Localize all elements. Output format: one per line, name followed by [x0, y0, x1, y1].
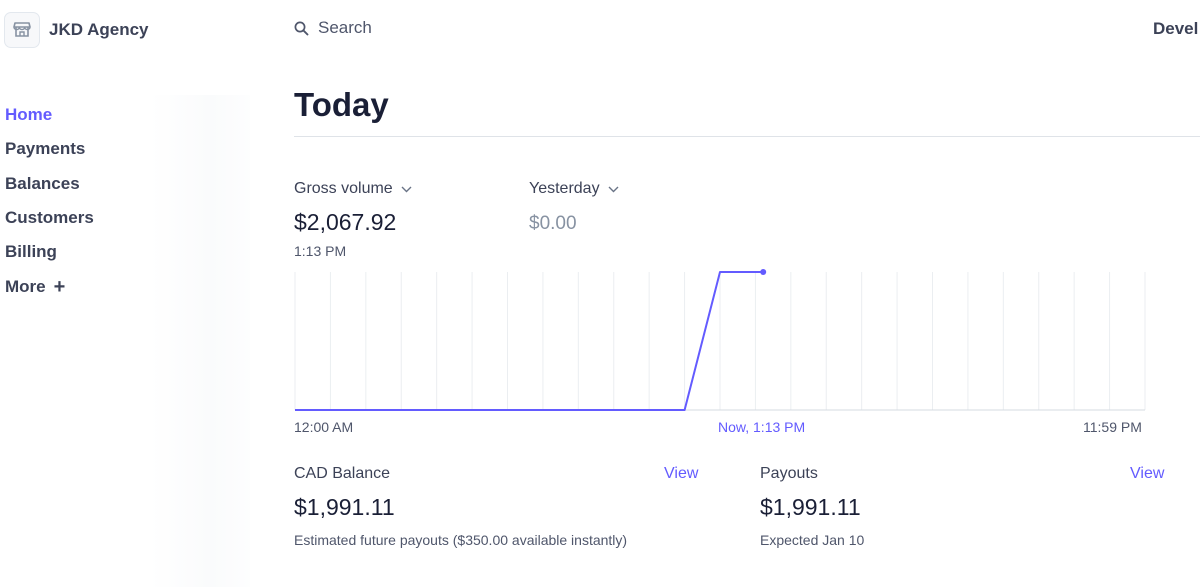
- chevron-down-icon: [401, 186, 412, 192]
- search-icon: [294, 21, 309, 35]
- balance-value: $1,991.11: [294, 494, 395, 520]
- gross-volume-time: 1:13 PM: [294, 243, 347, 259]
- compare-dropdown[interactable]: Yesterday: [529, 180, 619, 198]
- developers-link[interactable]: Devel: [1153, 19, 1199, 38]
- sidebar-item-billing[interactable]: Billing: [5, 235, 94, 269]
- account-switcher[interactable]: JKD Agency: [4, 12, 149, 48]
- gross-volume-value: $2,067.92: [294, 209, 397, 235]
- sidebar-item-payments[interactable]: Payments: [5, 132, 94, 166]
- store-icon: [4, 12, 40, 48]
- payouts-note: Expected Jan 10: [760, 532, 865, 548]
- sidebar-item-label: Home: [5, 105, 53, 125]
- sidebar-item-label: Customers: [5, 208, 94, 228]
- search-bar[interactable]: Search: [294, 18, 372, 38]
- metric-dropdown[interactable]: Gross volume: [294, 180, 412, 198]
- sidebar-item-label: Billing: [5, 242, 57, 262]
- payouts-value: $1,991.11: [760, 494, 861, 520]
- sidebar-item-customers[interactable]: Customers: [5, 201, 94, 235]
- search-placeholder: Search: [318, 18, 372, 37]
- plus-icon: +: [53, 275, 66, 298]
- payouts-title: Payouts: [760, 465, 818, 482]
- chart-current-point: [760, 269, 767, 275]
- account-name: JKD Agency: [49, 20, 149, 39]
- balance-note: Estimated future payouts ($350.00 availa…: [294, 532, 628, 548]
- payouts-view-link[interactable]: View: [1130, 465, 1165, 482]
- yesterday-value: $0.00: [529, 213, 577, 234]
- sidebar-item-label: Payments: [5, 139, 86, 159]
- sidebar-item-label: More: [5, 276, 46, 296]
- chart-series-line: [295, 271, 764, 411]
- metric-dropdown-label: Gross volume: [294, 180, 393, 197]
- title-divider: [294, 136, 1200, 137]
- x-tick-start: 12:00 AM: [294, 419, 354, 435]
- sidebar-item-more[interactable]: More +: [5, 269, 94, 303]
- x-tick-end: 11:59 PM: [1083, 419, 1142, 435]
- sidebar-item-balances[interactable]: Balances: [5, 167, 94, 201]
- x-tick-now: Now, 1:13 PM: [718, 419, 806, 435]
- sidebar-shade: [150, 95, 250, 587]
- gross-volume-chart[interactable]: [294, 268, 1146, 414]
- sidebar-item-label: Balances: [5, 173, 80, 193]
- chart-grid: [294, 272, 1146, 410]
- sidebar-nav: Home Payments Balances Customers Billing…: [5, 98, 94, 304]
- balance-title: CAD Balance: [294, 465, 391, 482]
- compare-dropdown-label: Yesterday: [529, 180, 600, 197]
- page-title: Today: [294, 86, 389, 123]
- sidebar-item-home[interactable]: Home: [5, 98, 94, 132]
- chevron-down-icon: [608, 186, 619, 192]
- balance-view-link[interactable]: View: [664, 465, 699, 482]
